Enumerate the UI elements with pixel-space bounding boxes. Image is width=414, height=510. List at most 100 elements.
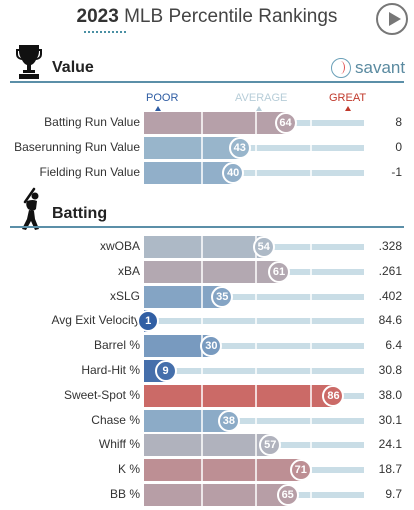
quartile-tick (255, 384, 257, 407)
percentile-bubble[interactable]: 61 (267, 260, 290, 283)
quartile-tick (200, 236, 203, 258)
metric-label[interactable]: xSLG (109, 288, 140, 303)
metric-row[interactable]: xwOBA 54 .328 (0, 236, 414, 258)
quartile-tick (309, 384, 312, 407)
percentile-bar (144, 162, 234, 184)
batter-icon (22, 187, 39, 230)
metric-row[interactable]: xSLG 35 .402 (0, 285, 414, 308)
percentile-bubble[interactable]: 30 (200, 335, 223, 358)
percentile-bubble[interactable]: 65 (276, 484, 299, 506)
quartile-tick (255, 434, 257, 457)
metric-label[interactable]: BB % (109, 487, 140, 501)
metric-row[interactable]: K % 71 18.7 (0, 459, 414, 482)
metric-label[interactable]: Avg Exit Velocity (51, 313, 141, 328)
metric-row[interactable]: Whiff % 57 24.1 (0, 434, 414, 457)
metric-row[interactable]: Baserunning Run Value 43 0 (0, 137, 414, 159)
quartile-tick (309, 260, 312, 283)
metric-row[interactable]: Chase % 38 30.1 (0, 409, 414, 432)
percentile-bar (144, 137, 240, 159)
metric-row[interactable]: Barrel % 30 6.4 (0, 335, 414, 358)
metric-label[interactable]: xwOBA (99, 239, 140, 253)
quartile-tick (309, 236, 312, 258)
percentile-bubble[interactable]: 57 (259, 434, 282, 457)
quartile-tick (255, 335, 257, 358)
percentile-bubble[interactable]: 1 (137, 310, 160, 333)
quartile-tick (200, 434, 203, 457)
quartile-tick (200, 409, 203, 432)
metric-label[interactable]: xBA (117, 263, 140, 278)
batting-section-title: Batting (52, 205, 108, 222)
great-arrow-icon (345, 106, 351, 111)
metric-label[interactable]: Barrel % (93, 338, 140, 353)
percentile-bar (144, 285, 223, 308)
quartile-tick (309, 137, 312, 159)
poor-arrow-icon (155, 106, 161, 111)
savant-logo-text: savant (355, 58, 406, 77)
percentile-bubble[interactable]: 9 (154, 360, 177, 382)
metric-label[interactable]: Hard-Hit % (81, 363, 140, 377)
percentile-bubble[interactable]: 38 (217, 409, 240, 432)
metric-value: 30.1 (378, 412, 402, 427)
metric-label[interactable]: Sweet-Spot % (63, 387, 140, 402)
savant-logo[interactable]: savant (331, 57, 405, 79)
percentile-bar (144, 260, 279, 283)
metric-value: 84.6 (378, 313, 402, 328)
metric-row[interactable]: Fielding Run Value 40 -1 (0, 162, 414, 184)
percentile-bubble[interactable]: 40 (222, 162, 245, 184)
percentile-bar (144, 434, 271, 457)
percentile-bar (144, 384, 334, 407)
percentile-bar (144, 409, 229, 432)
metric-value: .328 (378, 239, 402, 253)
page-title: 2023 MLB Percentile Rankings (0, 6, 414, 28)
value-section-title: Value (52, 59, 94, 76)
quartile-tick (200, 137, 203, 159)
metric-label[interactable]: Chase % (91, 412, 140, 427)
season-year[interactable]: 2023 (76, 6, 119, 27)
quartile-tick (309, 360, 312, 382)
percentile-bar (144, 112, 286, 134)
quartile-tick (309, 409, 312, 432)
quartile-tick (255, 360, 257, 382)
quartile-tick (200, 112, 203, 134)
metric-row[interactable]: Avg Exit Velocity 1 84.6 (0, 310, 414, 333)
quartile-tick (255, 409, 257, 432)
metric-label[interactable]: K % (117, 462, 140, 477)
title-text: MLB Percentile Rankings (124, 6, 338, 27)
percentile-bubble[interactable]: 71 (289, 459, 312, 482)
quartile-tick (309, 112, 312, 134)
metric-label[interactable]: Batting Run Value (44, 115, 140, 129)
percentile-bubble[interactable]: 54 (252, 236, 275, 258)
quartile-tick (309, 310, 312, 333)
percentile-bar (144, 236, 264, 258)
percentile-bubble[interactable]: 64 (274, 112, 297, 134)
metric-row[interactable]: Hard-Hit % 9 30.8 (0, 360, 414, 382)
scale-great-label: GREAT (329, 92, 367, 104)
percentile-bubble[interactable]: 43 (228, 137, 251, 159)
percentile-bubble[interactable]: 86 (322, 384, 345, 407)
metric-row[interactable]: BB % 65 9.7 (0, 484, 414, 506)
metric-value: .402 (378, 288, 402, 303)
quartile-tick (255, 260, 257, 283)
metric-value: 18.7 (378, 462, 402, 477)
metric-label[interactable]: Baserunning Run Value (14, 140, 140, 154)
quartile-tick (309, 434, 312, 457)
average-arrow-icon (256, 106, 262, 111)
metric-label[interactable]: Fielding Run Value (39, 165, 140, 179)
metric-row[interactable]: Batting Run Value 64 8 (0, 112, 414, 134)
play-icon[interactable] (376, 3, 408, 35)
metric-row[interactable]: xBA 61 .261 (0, 260, 414, 283)
percentile-bubble[interactable]: 35 (211, 285, 234, 308)
scale-average-label: AVERAGE (235, 92, 288, 104)
quartile-tick (255, 459, 257, 482)
quartile-tick (200, 310, 203, 333)
quartile-tick (200, 484, 203, 506)
metric-row[interactable]: Sweet-Spot % 86 38.0 (0, 384, 414, 407)
metric-value: 30.8 (378, 363, 402, 377)
metric-value: 38.0 (378, 387, 402, 402)
metric-value: .261 (378, 263, 402, 278)
percentile-bar (144, 459, 301, 482)
quartile-tick (309, 484, 312, 506)
metric-label[interactable]: Whiff % (98, 437, 140, 452)
quartile-tick (200, 384, 203, 407)
quartile-tick (200, 260, 203, 283)
